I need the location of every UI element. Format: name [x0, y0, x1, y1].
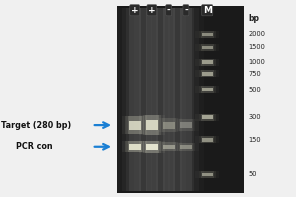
Bar — [162, 142, 176, 151]
Text: M: M — [203, 6, 212, 15]
Bar — [146, 8, 158, 191]
Bar — [199, 86, 216, 93]
Bar — [156, 8, 181, 191]
Bar — [129, 121, 141, 130]
Text: 750: 750 — [249, 71, 261, 77]
Bar — [162, 118, 176, 132]
Bar — [122, 141, 147, 152]
Bar — [202, 173, 213, 176]
Bar — [129, 8, 141, 191]
Text: 1000: 1000 — [249, 59, 266, 65]
Bar — [126, 116, 144, 134]
Bar — [199, 44, 216, 51]
Bar — [180, 122, 192, 128]
Bar — [201, 59, 214, 66]
Bar — [180, 8, 192, 191]
Bar — [156, 142, 181, 151]
Bar — [202, 46, 213, 49]
Text: PCR con: PCR con — [16, 142, 53, 151]
Bar — [143, 115, 161, 135]
Text: 50: 50 — [249, 171, 257, 177]
Bar — [179, 119, 193, 131]
Bar — [201, 44, 214, 51]
Bar — [201, 86, 214, 93]
Bar — [201, 31, 214, 38]
Bar — [195, 59, 219, 66]
Bar — [199, 70, 216, 77]
Bar — [163, 122, 175, 129]
Bar — [195, 70, 219, 77]
Bar — [173, 143, 199, 151]
Bar — [179, 143, 193, 151]
Bar — [168, 8, 204, 191]
Bar — [199, 59, 216, 66]
Text: 2000: 2000 — [249, 32, 266, 37]
Bar — [199, 171, 216, 178]
Bar — [202, 60, 213, 64]
Bar — [146, 144, 158, 150]
Bar — [177, 8, 194, 191]
Bar — [202, 115, 213, 119]
Bar — [156, 118, 181, 132]
Bar — [177, 119, 195, 131]
Bar — [160, 8, 177, 191]
Bar — [202, 33, 213, 36]
Bar — [143, 8, 160, 191]
Text: 150: 150 — [249, 137, 261, 143]
Text: 1500: 1500 — [249, 44, 266, 50]
Text: 300: 300 — [249, 114, 261, 120]
Bar — [145, 115, 159, 135]
Bar — [201, 114, 214, 121]
Bar — [139, 115, 165, 135]
Bar — [146, 120, 158, 130]
Bar — [163, 8, 175, 191]
Text: 500: 500 — [249, 87, 261, 93]
Text: +: + — [131, 6, 139, 15]
Bar — [201, 70, 214, 77]
Bar — [151, 8, 186, 191]
Bar — [195, 86, 219, 93]
Bar — [122, 116, 147, 134]
Text: Target (280 bp): Target (280 bp) — [1, 121, 72, 130]
Bar — [163, 145, 175, 149]
Bar — [139, 141, 165, 153]
Bar — [195, 171, 219, 178]
Text: -: - — [167, 6, 170, 15]
Bar — [177, 143, 195, 151]
Bar — [201, 136, 214, 143]
Bar — [202, 88, 213, 91]
Bar — [143, 141, 161, 153]
Bar — [199, 136, 216, 143]
Bar — [117, 8, 152, 191]
Bar — [199, 31, 216, 38]
Bar — [122, 8, 147, 191]
Text: -: - — [184, 6, 188, 15]
Bar — [199, 114, 216, 121]
Bar — [195, 136, 219, 143]
Bar — [195, 31, 219, 38]
Bar — [173, 119, 199, 131]
Bar — [126, 8, 143, 191]
Bar — [195, 44, 219, 51]
Bar — [134, 8, 170, 191]
Bar — [160, 142, 178, 151]
Text: +: + — [148, 6, 156, 15]
Bar — [117, 6, 244, 193]
Bar — [201, 171, 214, 178]
Bar — [128, 141, 142, 152]
Bar — [145, 141, 159, 153]
Bar — [126, 141, 144, 152]
Bar — [195, 114, 219, 121]
Text: bp: bp — [249, 14, 260, 23]
Bar — [128, 116, 142, 134]
Bar — [139, 8, 165, 191]
Bar — [129, 144, 141, 150]
Bar — [180, 145, 192, 149]
Bar — [173, 8, 199, 191]
Bar — [202, 138, 213, 142]
Bar — [160, 118, 178, 132]
Bar — [202, 72, 213, 76]
